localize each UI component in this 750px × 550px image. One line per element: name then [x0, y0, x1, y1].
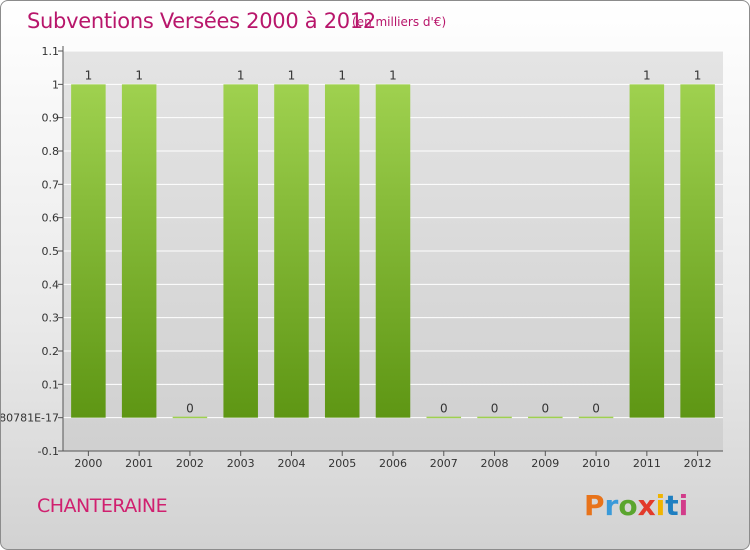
- y-tick-label: 0.8: [42, 145, 60, 158]
- data-label-2007: 0: [440, 402, 448, 416]
- x-tick-label-2009: 2009: [531, 457, 559, 470]
- x-tick-labels: 2000 2001 2002 2003 2004 2005 2006 2007 2008 2009…: [74, 457, 711, 470]
- x-tick-label-2008: 2008: [481, 457, 509, 470]
- x-tick-label-2010: 2010: [582, 457, 610, 470]
- y-tick-label: 0.9: [42, 112, 60, 125]
- data-label-2008: 0: [491, 402, 499, 416]
- y-tick-label: 0.6: [42, 212, 60, 225]
- logo-letter: r: [604, 489, 619, 522]
- x-tick-label-2006: 2006: [379, 457, 407, 470]
- x-tick-label-2001: 2001: [125, 457, 153, 470]
- bar-2005: [324, 84, 360, 418]
- y-tick-labels: -0.1 1.387778780781E-17 0.1 0.2 0.3 0.4 0.5 0.6…: [1, 45, 59, 458]
- data-label-2001: 1: [135, 68, 143, 82]
- data-label-2005: 1: [338, 68, 346, 82]
- bar-2002: [172, 416, 208, 419]
- y-tick-label: 0.7: [42, 178, 60, 191]
- bar-2007: [426, 416, 462, 419]
- data-label-2003: 1: [237, 68, 245, 82]
- y-tick-label: -0.1: [38, 445, 59, 458]
- chart-subtitle: (en milliers d'€): [352, 15, 447, 29]
- bar-2012: [680, 84, 715, 418]
- x-tick-label-2011: 2011: [633, 457, 661, 470]
- data-label-2006: 1: [389, 68, 397, 82]
- data-label-2012: 1: [694, 68, 702, 82]
- x-tick-label-2007: 2007: [430, 457, 458, 470]
- logo-letter: i: [678, 489, 689, 522]
- data-label-2010: 0: [592, 402, 600, 416]
- bar-2004: [274, 84, 309, 418]
- x-tick-label-2003: 2003: [227, 457, 255, 470]
- logo-letter: o: [618, 489, 638, 522]
- data-label-2002: 0: [186, 402, 194, 416]
- y-tick-label: 0.1: [42, 378, 60, 391]
- data-labels: 1 1 0 1 1 1 1 0 0 0 0 1 1: [85, 68, 702, 415]
- y-tick-label: 0.4: [42, 278, 60, 291]
- bar-2006: [375, 84, 411, 418]
- y-tick-label: 1: [52, 78, 59, 91]
- bar-2003: [223, 84, 258, 418]
- data-label-2009: 0: [541, 402, 549, 416]
- proxiti-logo: Proxiti: [584, 489, 688, 522]
- logo-letter: i: [655, 489, 666, 522]
- chart-title: Subventions Versées 2000 à 2012: [27, 9, 376, 33]
- x-tick-label-2002: 2002: [176, 457, 204, 470]
- data-label-2011: 1: [643, 68, 651, 82]
- x-tick-label-2005: 2005: [328, 457, 356, 470]
- data-label-2004: 1: [288, 68, 296, 82]
- logo-letter: P: [584, 489, 605, 522]
- bar-2010: [578, 416, 614, 419]
- y-tick-label: 0.5: [42, 245, 60, 258]
- y-tick-label: 0.2: [42, 345, 60, 358]
- bar-2000: [71, 84, 106, 418]
- logo-letter: x: [637, 489, 656, 522]
- x-tick-label-2012: 2012: [684, 457, 712, 470]
- bars: [71, 84, 715, 419]
- x-tick-label-2000: 2000: [74, 457, 102, 470]
- bar-2009: [528, 416, 563, 419]
- y-tick-label: 0.3: [42, 312, 60, 325]
- logo-letter: t: [665, 489, 679, 522]
- y-tick-label: 1.1: [42, 45, 60, 58]
- data-label-2000: 1: [85, 68, 93, 82]
- axes: [58, 46, 723, 456]
- bar-2001: [121, 84, 157, 418]
- commune-name: CHANTERAINE: [37, 495, 168, 517]
- bar-2008: [477, 416, 512, 419]
- x-tick-label-2004: 2004: [277, 457, 305, 470]
- bar-2011: [629, 84, 665, 418]
- y-tick-label: 1.387778780781E-17: [1, 412, 59, 425]
